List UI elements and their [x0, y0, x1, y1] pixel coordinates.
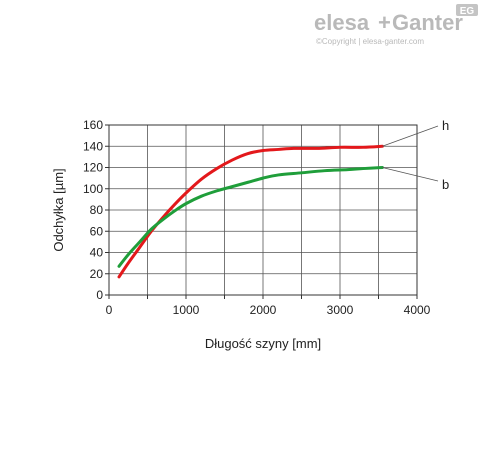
x-axis-ticks: 0 1000 2000 3000 4000 — [106, 295, 431, 317]
y-tick-label: 40 — [90, 246, 104, 260]
chart-series — [117, 144, 384, 279]
x-tick-label: 0 — [106, 303, 113, 317]
logo-text-ganter: Ganter — [392, 10, 463, 35]
x-tick-label: 2000 — [250, 303, 277, 317]
elesa-ganter-logo: elesa + Ganter EG ©Copyright | elesa-gan… — [314, 4, 478, 46]
y-tick-label: 120 — [83, 161, 103, 175]
y-tick-label: 100 — [83, 182, 103, 196]
series-labels: hb — [382, 118, 449, 192]
series-label-h: h — [442, 118, 449, 133]
y-tick-label: 160 — [83, 118, 103, 132]
y-axis-ticks: 0 20 40 60 80 100 120 140 160 — [83, 118, 109, 302]
y-tick-label: 80 — [90, 203, 104, 217]
x-tick-label: 4000 — [404, 303, 431, 317]
y-tick-label: 140 — [83, 139, 103, 153]
series-line-b — [117, 166, 384, 268]
logo-text-plus: + — [378, 10, 391, 35]
logo-badge-text: EG — [460, 6, 475, 17]
chart-grid — [108, 124, 418, 296]
series-leader-line-b — [382, 167, 439, 182]
y-tick-label: 0 — [96, 288, 103, 302]
logo-text-elesa: elesa — [314, 10, 370, 35]
logo-badge-icon — [456, 4, 478, 16]
y-tick-label: 20 — [90, 267, 104, 281]
x-axis-title: Długość szyny [mm] — [205, 336, 321, 351]
x-tick-label: 3000 — [327, 303, 354, 317]
y-axis-title: Odchyłka [µm] — [51, 168, 66, 251]
logo-copyright: ©Copyright | elesa-ganter.com — [316, 37, 424, 46]
series-leader-line-h — [382, 125, 439, 147]
series-line-h — [117, 144, 384, 279]
y-tick-label: 60 — [90, 224, 104, 238]
series-label-b: b — [442, 177, 449, 192]
x-tick-label: 1000 — [173, 303, 200, 317]
